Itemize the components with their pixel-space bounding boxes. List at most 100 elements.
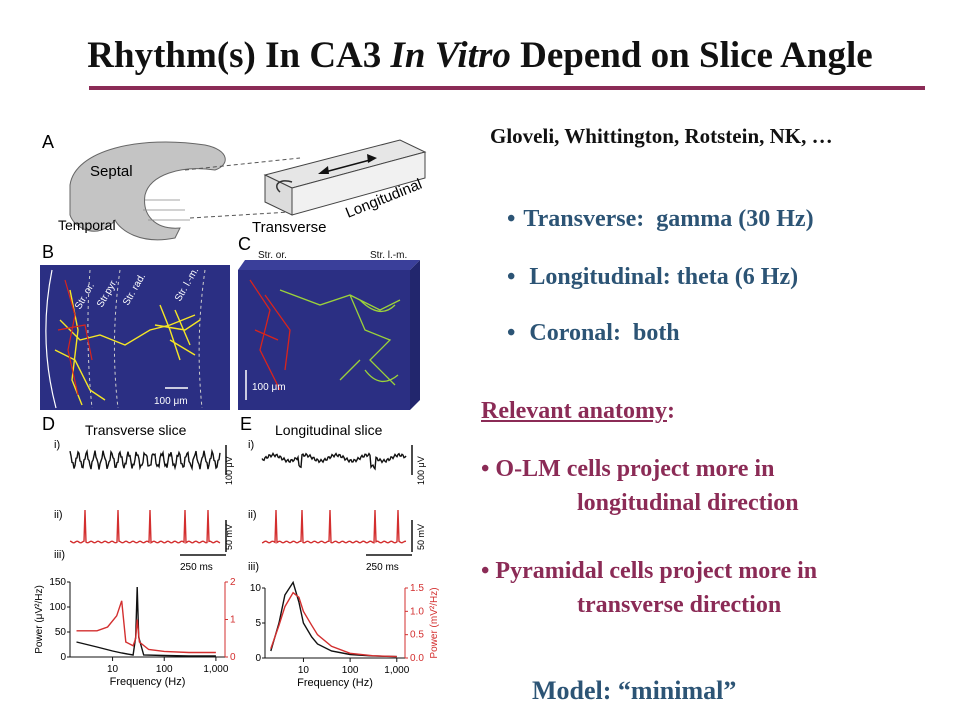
panel-letter-c: C [238,234,251,254]
y-tick-label-right: 2 [230,577,236,588]
scale-label: 250 ms [180,562,213,573]
anatomy-heading-text: Relevant anatomy [481,398,667,424]
anatomy-item-pyramidal: • Pyramidal cells project more in transv… [481,554,817,622]
scale-label: 50 mV [224,524,234,550]
panel-c-image [238,270,410,410]
label-temporal: Temporal [58,217,116,233]
y-tick-label-right: 0.0 [410,653,424,664]
arrow-head-left [318,166,329,174]
series-line-1 [76,600,216,654]
anatomy-line: • Pyramidal cells project more in [481,558,818,584]
scale-label: 100 μm [252,382,286,393]
panel-d-title: Transverse slice [85,422,187,438]
panel-c: C Str. or. Str. l.-m. 100 μm [238,234,420,410]
anatomy-line-1: O-LM cells project more in [495,456,775,482]
panel-b: B Str. or. Str.pyr. Str. rad. Str. l.-m.… [40,242,230,410]
bullet-value: theta (6 Hz) [676,264,799,290]
series-line-0 [76,586,216,657]
y-tick-label-left: 150 [49,577,66,588]
arrow-head-right [367,154,377,163]
guide-line-top [184,157,301,171]
y-tick-label-right: 1.0 [410,606,424,617]
panel-b-image [40,265,230,410]
panel-a: A Septal Temporal Transverse Longitudina… [42,132,427,241]
bullet-label: Longitudinal: [529,264,671,290]
spike-trace-e [261,509,407,544]
series-line-1 [270,591,397,658]
layer-label: Str. or. [258,250,287,261]
bullet-label: Transverse: [523,206,645,232]
spectrum-chart-e: 10 100 1,000 0 5 10 0.0 0.5 1.0 1.5 Frequency (Hz)… [250,580,440,689]
bullet-label: Coronal: [529,320,621,346]
layer-boundary [45,269,57,409]
row-label: ii) [54,509,63,521]
neuron-red [249,279,291,391]
layer-label: Str. l.-m. [370,250,407,261]
lfp-trace-d [69,448,221,472]
y-axis-label-left: Power (μV²/Hz) [34,585,45,654]
model-line: Model: “minimal” [532,676,737,705]
anatomy-line-2: longitudinal direction [577,490,799,516]
y-tick-label-left: 10 [250,583,262,594]
y-tick-label-left: 5 [255,618,261,629]
row-label: i) [248,439,254,451]
y-tick-label-right: 1 [230,615,236,626]
scale-label: 100 μV [224,456,234,485]
series-line-0 [270,580,397,658]
anatomy-line: • O-LM cells project more in [481,456,775,482]
x-tick-label: 10 [298,665,310,676]
bullet-longitudinal: • Longitudinal: theta (6 Hz) [507,264,799,290]
y-tick-label-right: 1.5 [410,583,424,594]
scale-label: 100 μm [154,396,188,407]
x-tick-label: 10 [107,664,119,675]
y-tick-label-left: 100 [49,602,66,613]
x-tick-label: 1,000 [203,664,228,675]
bullet-value: both [632,320,680,346]
arrow-line [324,159,371,173]
y-axis-label-right: Power (mV²/Hz) [429,587,440,658]
lfp-trace-e [261,452,407,471]
label-transverse: Transverse [252,219,326,236]
anatomy-heading-colon: : [666,398,675,424]
y-tick-label-left: 0 [60,652,66,663]
x-tick-label: 100 [342,665,359,676]
layer-boundary [87,269,93,409]
panel-letter-d: D [42,414,55,434]
slide-title: Rhythm(s) In CA3 In Vitro Depend on Slic… [0,34,960,77]
anatomy-item-olm: • O-LM cells project more in longitudina… [481,452,799,520]
scale-label: 100 μV [416,456,426,485]
y-tick-label-right: 0 [230,652,236,663]
row-label: iii) [54,549,65,561]
title-part-1: Rhythm(s) In CA3 [87,35,391,76]
panel-letter-e: E [240,414,252,434]
cube-top [238,260,420,270]
bullet-value: gamma (30 Hz) [656,206,814,232]
figure-panels: A Septal Temporal Transverse Longitudina… [34,132,440,689]
slice-curve [276,180,293,193]
y-tick-label-left: 50 [55,627,67,638]
panel-letter-b: B [42,242,54,262]
anatomy-line-2: transverse direction [577,592,782,618]
x-tick-label: 1,000 [384,665,409,676]
row-label: ii) [248,509,257,521]
label-septal: Septal [90,163,133,180]
bullet-coronal: • Coronal: both [507,320,680,346]
scale-label: 250 ms [366,562,399,573]
spike-trace-d [69,509,221,544]
hippocampus-shape [69,141,226,241]
x-axis-label: Frequency (Hz) [297,677,373,689]
cube-side [410,260,420,410]
neuron-green [279,289,401,386]
anatomy-line-1: Pyramidal cells project more in [495,558,818,584]
panel-letter-a: A [42,132,54,152]
y-tick-label-right: 0.5 [410,630,424,641]
bullet-transverse: • Transverse: gamma (30 Hz) [507,206,814,232]
authors-line: Gloveli, Whittington, Rotstein, NK, … [490,124,833,148]
slice-lines [143,199,190,221]
guide-line-bottom [189,211,291,219]
x-tick-label: 100 [156,664,173,675]
row-label: iii) [248,561,259,573]
row-label: i) [54,439,60,451]
panel-e-title: Longitudinal slice [275,422,383,438]
